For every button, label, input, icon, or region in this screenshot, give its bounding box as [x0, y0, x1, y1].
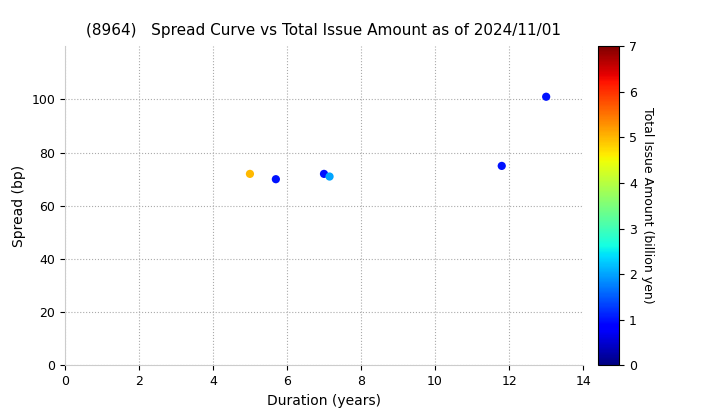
Point — [270, 176, 282, 183]
Point — [318, 171, 330, 177]
Title: (8964)   Spread Curve vs Total Issue Amount as of 2024/11/01: (8964) Spread Curve vs Total Issue Amoun… — [86, 23, 562, 38]
Point — [541, 93, 552, 100]
Point — [496, 163, 508, 169]
Y-axis label: Spread (bp): Spread (bp) — [12, 165, 26, 247]
Y-axis label: Total Issue Amount (billion yen): Total Issue Amount (billion yen) — [641, 108, 654, 304]
Point — [244, 171, 256, 177]
X-axis label: Duration (years): Duration (years) — [267, 394, 381, 408]
Point — [324, 173, 336, 180]
